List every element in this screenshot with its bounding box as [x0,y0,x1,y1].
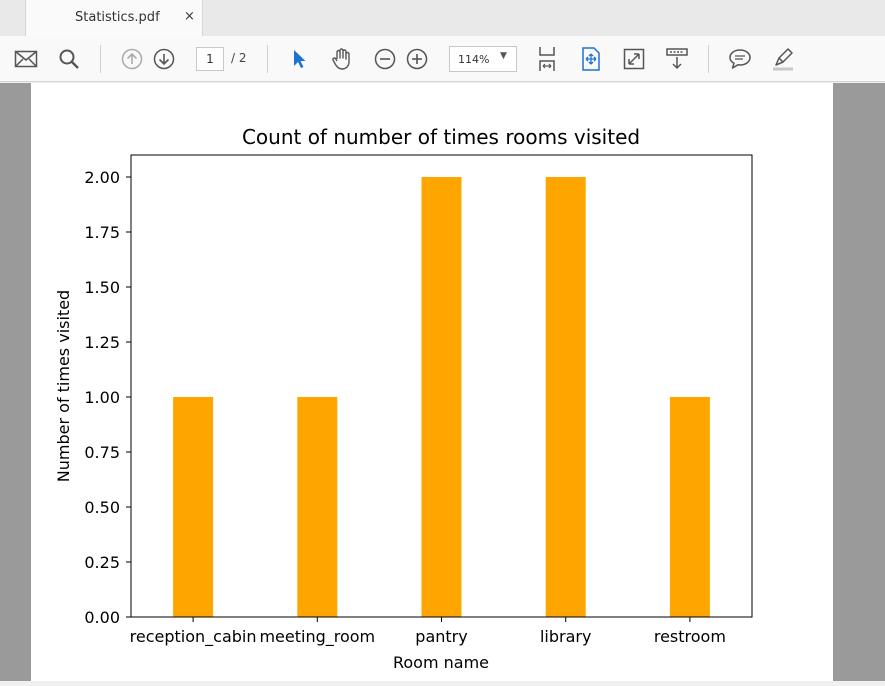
y-tick-label: 1.50 [84,278,120,297]
zoom-in-icon[interactable] [404,36,430,82]
bar-library [545,177,586,617]
y-tick-label: 0.25 [84,553,120,572]
full-screen-icon[interactable] [621,36,647,82]
y-tick-label: 1.00 [84,388,120,407]
bar-chart: Count of number of times rooms visited R… [54,125,753,672]
plot-area [130,154,753,618]
x-tick-label: meeting_room [259,627,375,647]
x-axis-label: Room name [393,653,489,672]
toolbar-separator [267,45,268,73]
bar-meeting_room [297,397,338,617]
search-icon[interactable] [56,36,82,82]
document-viewer[interactable]: Count of number of times rooms visited R… [0,83,885,681]
tab-statistics-pdf[interactable]: Statistics.pdf × [25,0,203,36]
y-tick-label: 1.25 [84,333,120,352]
page-down-icon[interactable] [151,36,177,82]
x-tick-label: pantry [415,627,467,646]
toolbar-separator [708,45,709,73]
comment-icon[interactable] [727,36,753,82]
y-tick-label: 0.00 [84,608,120,627]
hand-tool-icon[interactable] [329,36,355,82]
y-axis-label: Number of times visited [54,290,73,482]
y-tick-label: 1.75 [84,223,120,242]
close-icon[interactable]: × [184,9,195,24]
page-up-icon[interactable] [119,36,145,82]
scroll-mode-icon[interactable] [664,36,690,82]
highlight-icon[interactable] [770,36,796,82]
toolbar: 1 / 2 114% ▼ [0,36,885,82]
bar-reception_cabin [173,397,214,617]
select-cursor-icon[interactable] [288,36,310,82]
page-total: / 2 [231,51,247,65]
zoom-select[interactable]: 114% ▼ [449,46,517,72]
mail-icon[interactable] [12,36,40,82]
page-number-input[interactable]: 1 [196,47,224,71]
x-tick-label: library [540,627,591,646]
x-tick-label: reception_cabin [130,627,257,647]
chevron-down-icon: ▼ [500,51,507,61]
y-tick-label: 0.75 [84,443,120,462]
tab-bar: Statistics.pdf × [0,0,885,36]
tab-title: Statistics.pdf [75,10,160,25]
toolbar-separator [100,45,101,73]
y-tick-label: 0.50 [84,498,120,517]
chart-title: Count of number of times rooms visited [242,125,640,149]
bar-pantry [421,177,462,617]
y-tick-label: 2.00 [84,168,120,187]
fit-page-icon[interactable] [534,36,560,82]
zoom-value: 114% [458,53,490,66]
pdf-page: Count of number of times rooms visited R… [31,83,833,681]
zoom-out-icon[interactable] [372,36,398,82]
x-tick-label: restroom [654,627,726,646]
bar-restroom [669,397,710,617]
fit-width-icon[interactable] [578,36,604,82]
